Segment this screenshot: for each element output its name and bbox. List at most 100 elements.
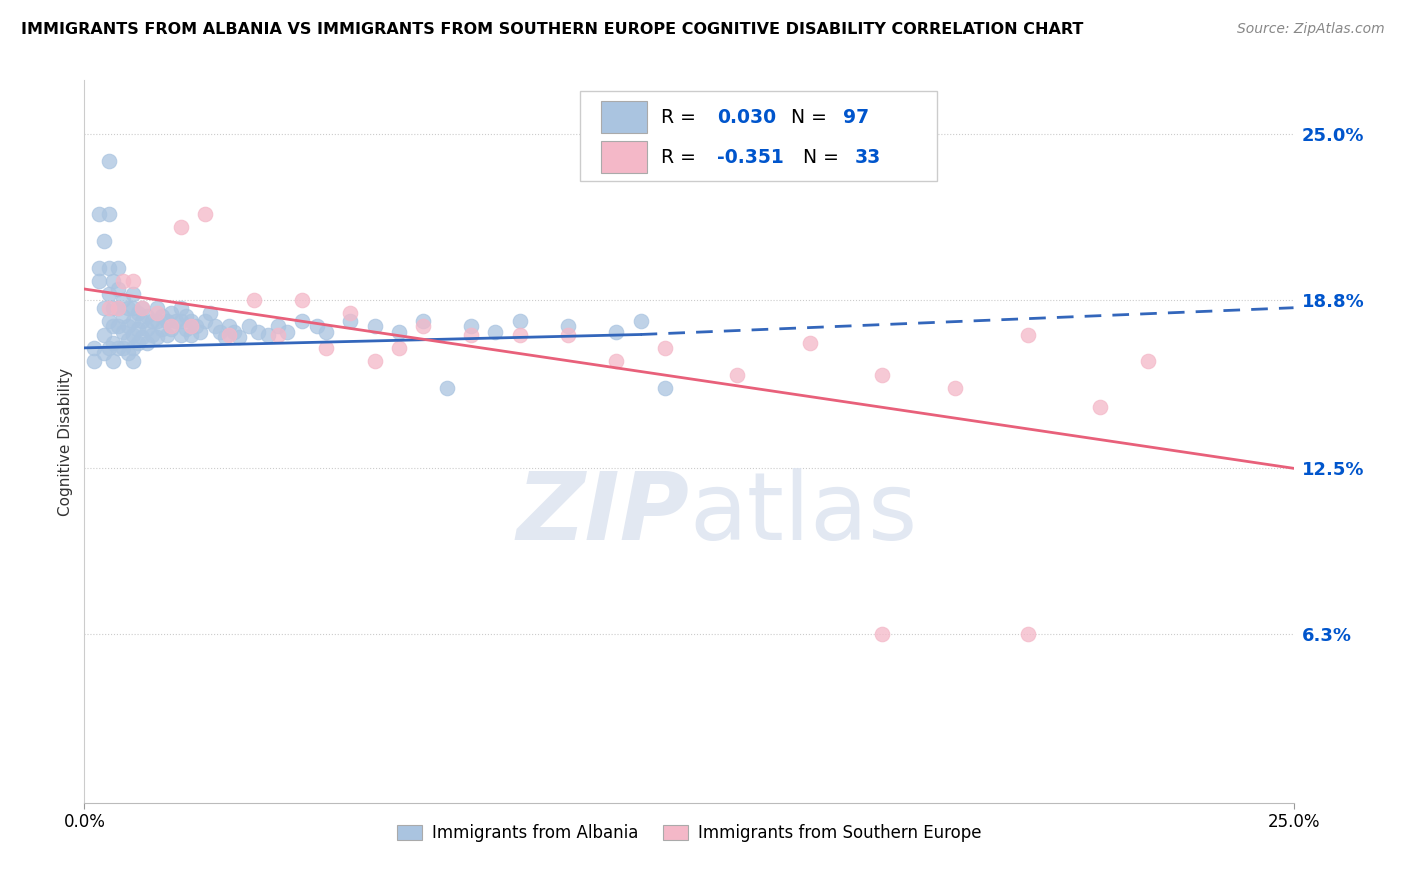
Point — [436, 381, 458, 395]
Point — [170, 327, 193, 342]
Point — [267, 327, 290, 342]
Point — [1088, 400, 1111, 414]
Point — [872, 627, 894, 641]
Point — [87, 207, 110, 221]
Point — [112, 309, 135, 323]
Point — [112, 274, 135, 288]
Point — [1017, 327, 1039, 342]
Point — [93, 234, 115, 248]
Point — [112, 293, 135, 307]
Point — [224, 325, 246, 339]
Point — [184, 319, 207, 334]
Point — [412, 319, 434, 334]
Point — [170, 301, 193, 315]
Point — [1137, 354, 1160, 368]
Point — [1017, 627, 1039, 641]
Point — [146, 330, 169, 344]
Point — [107, 282, 129, 296]
FancyBboxPatch shape — [600, 141, 647, 173]
FancyBboxPatch shape — [600, 102, 647, 133]
Point — [198, 306, 221, 320]
Text: 97: 97 — [842, 108, 869, 127]
Point — [155, 314, 177, 328]
Text: ZIP: ZIP — [516, 467, 689, 560]
Point — [170, 220, 193, 235]
Point — [276, 325, 298, 339]
Point — [97, 153, 120, 168]
Point — [136, 309, 159, 323]
Text: 33: 33 — [855, 147, 880, 167]
Point — [557, 319, 579, 334]
Text: Source: ZipAtlas.com: Source: ZipAtlas.com — [1237, 22, 1385, 37]
Point — [165, 314, 187, 328]
FancyBboxPatch shape — [581, 91, 936, 181]
Point — [112, 341, 135, 355]
Point — [146, 306, 169, 320]
Point — [247, 325, 270, 339]
Point — [150, 322, 173, 336]
Point — [146, 301, 169, 315]
Point — [170, 314, 193, 328]
Point — [131, 301, 153, 315]
Text: N =: N = — [803, 147, 845, 167]
Point — [388, 325, 411, 339]
Point — [103, 319, 125, 334]
Point — [557, 327, 579, 342]
Point — [136, 335, 159, 350]
Point — [150, 309, 173, 323]
Point — [194, 314, 217, 328]
Point — [267, 319, 290, 334]
Point — [257, 327, 280, 342]
Point — [605, 325, 627, 339]
Point — [305, 319, 328, 334]
Point — [460, 319, 482, 334]
Point — [180, 314, 202, 328]
Point — [83, 341, 105, 355]
Point — [121, 314, 143, 328]
Point — [121, 301, 143, 315]
Point — [388, 341, 411, 355]
Point — [112, 325, 135, 339]
Point — [141, 327, 163, 342]
Point — [117, 301, 139, 315]
Point — [93, 301, 115, 315]
Point — [131, 330, 153, 344]
Point — [630, 314, 652, 328]
Y-axis label: Cognitive Disability: Cognitive Disability — [58, 368, 73, 516]
Point — [107, 319, 129, 334]
Point — [93, 327, 115, 342]
Point — [363, 319, 385, 334]
Point — [412, 314, 434, 328]
Point — [93, 346, 115, 360]
Point — [103, 301, 125, 315]
Point — [605, 354, 627, 368]
Point — [136, 322, 159, 336]
Point — [315, 325, 337, 339]
Text: N =: N = — [790, 108, 832, 127]
Point — [131, 314, 153, 328]
Point — [204, 319, 226, 334]
Point — [484, 325, 506, 339]
Point — [107, 301, 129, 315]
Point — [103, 274, 125, 288]
Point — [121, 327, 143, 342]
Point — [117, 333, 139, 347]
Point — [799, 335, 821, 350]
Point — [218, 319, 240, 334]
Point — [107, 260, 129, 275]
Point — [654, 341, 676, 355]
Point — [214, 330, 236, 344]
Point — [180, 327, 202, 342]
Point — [97, 301, 120, 315]
Point — [155, 327, 177, 342]
Legend: Immigrants from Albania, Immigrants from Southern Europe: Immigrants from Albania, Immigrants from… — [389, 817, 988, 848]
Point — [339, 314, 361, 328]
Point — [174, 322, 197, 336]
Point — [654, 381, 676, 395]
Point — [190, 325, 212, 339]
Point — [87, 260, 110, 275]
Text: IMMIGRANTS FROM ALBANIA VS IMMIGRANTS FROM SOUTHERN EUROPE COGNITIVE DISABILITY : IMMIGRANTS FROM ALBANIA VS IMMIGRANTS FR… — [21, 22, 1084, 37]
Point — [97, 341, 120, 355]
Text: 0.030: 0.030 — [717, 108, 776, 127]
Point — [180, 319, 202, 334]
